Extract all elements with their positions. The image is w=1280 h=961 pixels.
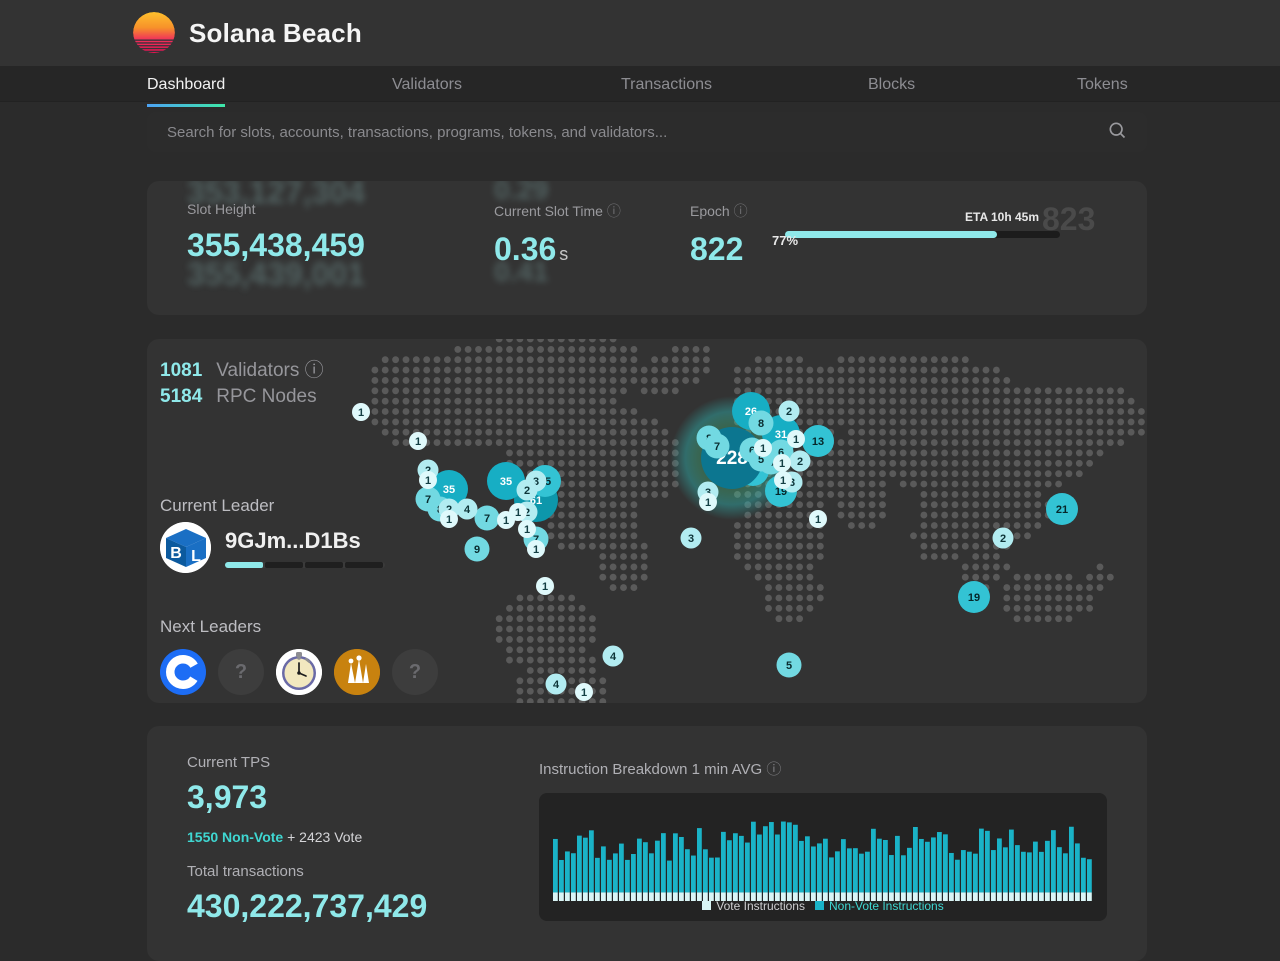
svg-text:1: 1: [533, 544, 539, 556]
svg-text:8: 8: [758, 418, 764, 430]
svg-text:2: 2: [1000, 533, 1006, 545]
svg-text:B: B: [170, 545, 182, 562]
svg-text:4: 4: [553, 679, 560, 691]
svg-text:1: 1: [705, 497, 711, 509]
svg-text:1: 1: [446, 514, 452, 526]
svg-text:35: 35: [443, 484, 455, 496]
svg-text:19: 19: [968, 592, 980, 604]
svg-text:7: 7: [484, 513, 490, 525]
svg-text:1: 1: [779, 458, 785, 470]
svg-text:1: 1: [415, 436, 421, 448]
svg-text:3: 3: [688, 533, 694, 545]
svg-text:1: 1: [542, 581, 548, 593]
svg-text:5: 5: [786, 660, 792, 672]
svg-text:9: 9: [474, 544, 480, 556]
svg-text:1: 1: [780, 475, 786, 487]
svg-text:7: 7: [425, 494, 431, 506]
svg-text:1: 1: [581, 687, 587, 699]
svg-text:1: 1: [815, 514, 821, 526]
svg-text:4: 4: [464, 504, 471, 516]
svg-text:2: 2: [797, 456, 803, 468]
svg-text:13: 13: [812, 436, 824, 448]
svg-text:2: 2: [524, 485, 530, 497]
svg-text:1: 1: [760, 443, 766, 455]
svg-text:L: L: [191, 548, 201, 565]
svg-text:4: 4: [610, 651, 617, 663]
svg-text:35: 35: [500, 476, 512, 488]
svg-text:1: 1: [515, 507, 521, 519]
svg-text:1: 1: [793, 434, 799, 446]
svg-text:1: 1: [425, 475, 431, 487]
svg-text:31: 31: [775, 429, 787, 441]
svg-text:1: 1: [503, 515, 509, 527]
svg-text:21: 21: [1056, 504, 1068, 516]
svg-text:1: 1: [358, 407, 364, 419]
svg-text:7: 7: [714, 441, 720, 453]
svg-text:2: 2: [786, 406, 792, 418]
svg-text:1: 1: [524, 524, 530, 536]
